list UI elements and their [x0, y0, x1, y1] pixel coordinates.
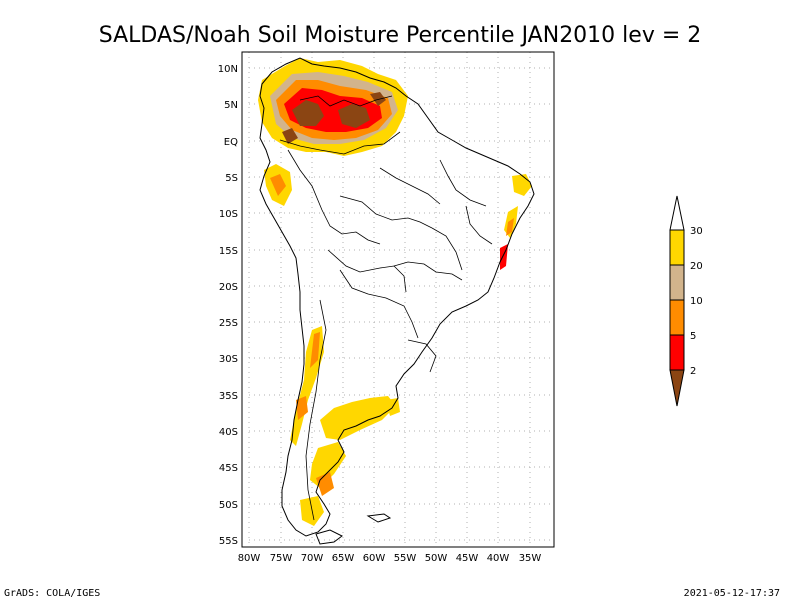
legend-box-5-10 — [669, 299, 685, 336]
lon-label: 60W — [363, 553, 386, 564]
country-borders — [279, 95, 493, 521]
lat-label: 10S — [219, 209, 238, 220]
lat-label: 30S — [219, 354, 238, 365]
lon-label: 45W — [456, 553, 479, 564]
footer-timestamp: 2021-05-12-17:37 — [684, 588, 780, 599]
lon-label: 80W — [238, 553, 261, 564]
lon-label: 40W — [487, 553, 510, 564]
coastline — [259, 57, 535, 537]
lat-label: 20S — [219, 282, 238, 293]
lon-label: 75W — [270, 553, 293, 564]
lat-label: EQ — [224, 137, 238, 148]
map-frame — [241, 51, 555, 548]
legend-label: 10 — [690, 296, 703, 307]
lat-label: 55S — [219, 536, 238, 547]
legend-box-2-5 — [669, 334, 685, 371]
legend-label: 30 — [690, 226, 703, 237]
legend-label: 5 — [690, 331, 696, 342]
latitude-labels: 10N 5N EQ 5S 10S 15S 20S 25S 30S 35S 40S… — [218, 64, 238, 547]
lon-label: 70W — [301, 553, 324, 564]
lat-label: 50S — [219, 500, 238, 511]
map-panel — [241, 51, 555, 548]
lat-label: 5S — [225, 173, 238, 184]
footer-credit: GrADS: COLA/IGES — [4, 588, 100, 599]
lat-label: 45S — [219, 463, 238, 474]
map-title: SALDAS/Noah Soil Moisture Percentile JAN… — [99, 23, 702, 48]
longitude-labels: 80W 75W 70W 65W 60W 55W 50W 45W 40W 35W — [238, 553, 542, 564]
lat-label: 40S — [219, 427, 238, 438]
color-legend: 2 5 10 20 30 — [669, 195, 703, 407]
lon-label: 50W — [425, 553, 448, 564]
lat-label: 15S — [219, 246, 238, 257]
lat-label: 10N — [218, 64, 238, 75]
lat-label: 35S — [219, 391, 238, 402]
lon-label: 55W — [394, 553, 417, 564]
percentile-shading — [258, 58, 532, 526]
legend-label: 20 — [690, 261, 703, 272]
legend-cap-above-30 — [669, 195, 685, 231]
legend-cap-below-2 — [669, 369, 685, 407]
lon-label: 35W — [519, 553, 542, 564]
lon-label: 65W — [332, 553, 355, 564]
legend-box-20-30 — [669, 229, 685, 266]
lat-label: 5N — [224, 100, 238, 111]
legend-label: 2 — [690, 366, 696, 377]
lat-label: 25S — [219, 318, 238, 329]
legend-box-10-20 — [669, 264, 685, 301]
